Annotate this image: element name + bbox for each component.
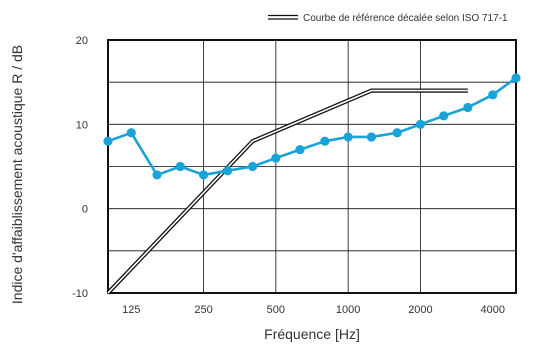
reference-curve: [106, 88, 468, 295]
data-point: [223, 166, 233, 176]
data-point: [488, 90, 498, 100]
data-point: [103, 136, 113, 146]
data-point: [343, 132, 353, 142]
legend: Courbe de référence décalée selon ISO 71…: [268, 13, 508, 24]
x-tick-label: 250: [194, 304, 212, 316]
y-axis-ticks: 20 10 0 -10: [72, 35, 88, 300]
data-point: [152, 170, 162, 180]
x-tick-label: 2000: [408, 304, 432, 316]
y-tick-label: 10: [76, 119, 88, 131]
data-point: [198, 170, 209, 180]
reference-curve-inner: [107, 89, 468, 294]
x-tick-label: 1000: [336, 304, 360, 316]
x-axis-ticks: 125 250 500 1000 2000 4000: [122, 304, 505, 316]
data-point: [439, 111, 449, 121]
measured-series: [103, 73, 521, 180]
data-point: [511, 73, 521, 83]
data-point: [415, 119, 426, 129]
x-tick-label: 500: [267, 304, 285, 316]
x-tick-label: 125: [122, 304, 140, 316]
y-tick-label: -10: [72, 288, 88, 300]
y-axis-title: Indice d'affaiblissement acoustique R / …: [9, 45, 25, 304]
data-point: [366, 132, 377, 142]
data-point: [126, 128, 136, 138]
data-point: [463, 102, 473, 113]
grid-lines: [108, 40, 516, 293]
y-tick-label: 20: [76, 35, 88, 47]
x-tick-label: 4000: [480, 304, 504, 316]
x-axis-title: Fréquence [Hz]: [264, 326, 360, 342]
y-tick-label: 0: [82, 204, 88, 216]
data-point: [295, 145, 305, 155]
plot-area-frame: [107, 39, 517, 294]
data-point: [271, 153, 281, 163]
data-point: [392, 128, 402, 138]
reference-curve-outer: [106, 88, 468, 295]
legend-label-reference-curve: Courbe de référence décalée selon ISO 71…: [303, 13, 508, 24]
data-point: [175, 161, 185, 172]
data-point: [247, 161, 258, 172]
data-point: [320, 136, 330, 146]
